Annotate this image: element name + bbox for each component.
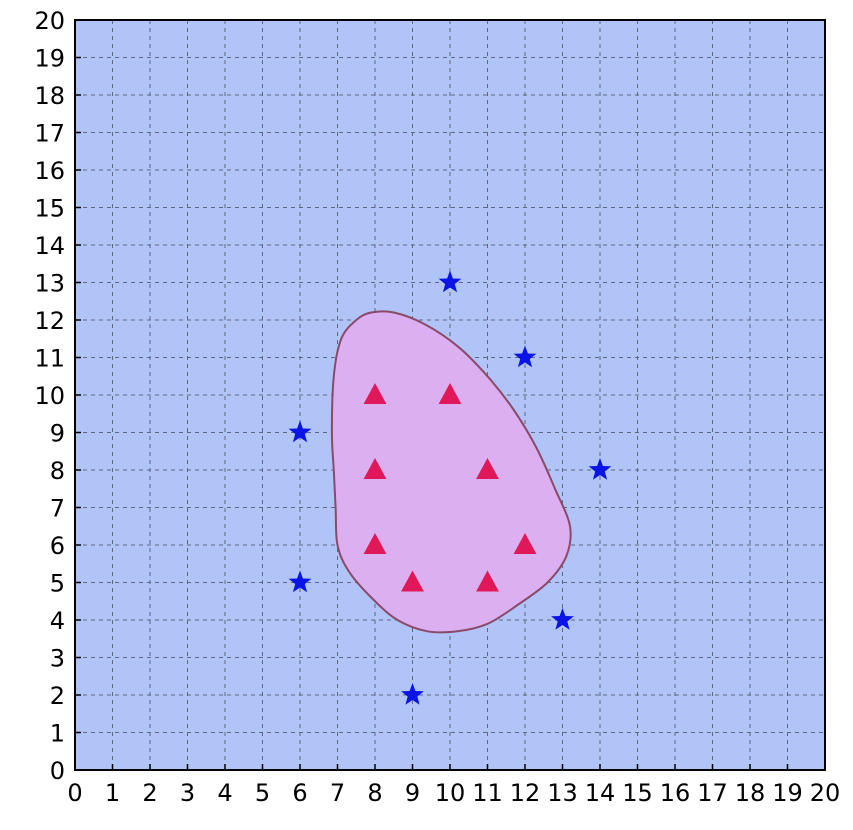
y-tick-label: 17 bbox=[34, 120, 65, 148]
x-tick-label: 2 bbox=[142, 779, 157, 807]
y-tick-label: 18 bbox=[34, 82, 65, 110]
x-tick-label: 13 bbox=[547, 779, 578, 807]
x-tick-label: 7 bbox=[330, 779, 345, 807]
y-tick-label: 5 bbox=[50, 570, 65, 598]
x-tick-label: 3 bbox=[180, 779, 195, 807]
star-point bbox=[288, 420, 312, 443]
y-tick-label: 9 bbox=[50, 420, 65, 448]
y-tick-label: 20 bbox=[34, 7, 65, 35]
x-tick-label: 14 bbox=[585, 779, 616, 807]
y-tick-label: 6 bbox=[50, 532, 65, 560]
x-tick-label: 11 bbox=[472, 779, 503, 807]
x-tick-label: 16 bbox=[660, 779, 691, 807]
y-tick-label: 4 bbox=[50, 607, 65, 635]
y-tick-label: 19 bbox=[34, 45, 65, 73]
x-tick-label: 17 bbox=[697, 779, 728, 807]
triangle-point bbox=[363, 533, 387, 554]
star-point bbox=[401, 683, 424, 705]
triangle-point bbox=[476, 458, 499, 479]
triangle-point bbox=[363, 458, 387, 479]
y-tick-label: 12 bbox=[34, 307, 65, 335]
data-points bbox=[288, 270, 612, 705]
triangle-point bbox=[476, 570, 499, 592]
y-tick-label: 3 bbox=[50, 645, 65, 673]
triangle-point bbox=[363, 383, 387, 404]
x-tick-label: 0 bbox=[67, 779, 82, 807]
y-tick-label: 11 bbox=[34, 345, 65, 373]
x-tick-label: 20 bbox=[810, 779, 841, 807]
x-tick-label: 5 bbox=[255, 779, 270, 807]
y-tick-label: 10 bbox=[34, 382, 65, 410]
x-tick-label: 12 bbox=[510, 779, 541, 807]
x-tick-label: 15 bbox=[622, 779, 653, 807]
y-tick-label: 16 bbox=[34, 157, 65, 185]
star-point bbox=[288, 570, 312, 593]
triangle-point bbox=[513, 533, 537, 554]
triangle-point bbox=[438, 383, 462, 404]
x-tick-label: 9 bbox=[405, 779, 420, 807]
decision-region bbox=[330, 310, 572, 634]
y-tick-label: 1 bbox=[50, 720, 65, 748]
x-tick-label: 10 bbox=[435, 779, 466, 807]
x-tick-label: 4 bbox=[217, 779, 232, 807]
star-point bbox=[551, 608, 574, 630]
y-tick-label: 7 bbox=[50, 495, 65, 523]
y-tick-label: 13 bbox=[34, 270, 65, 298]
y-tick-label: 2 bbox=[50, 682, 65, 710]
star-point bbox=[438, 270, 462, 293]
star-point bbox=[588, 458, 612, 480]
y-tick-label: 0 bbox=[50, 757, 65, 785]
star-point bbox=[513, 345, 537, 368]
y-tick-label: 14 bbox=[34, 232, 65, 260]
x-tick-label: 19 bbox=[772, 779, 803, 807]
triangle-point bbox=[401, 570, 424, 592]
y-tick-label: 15 bbox=[34, 195, 65, 223]
x-axis-ticks: 0 1 2 3 4 5 6 7 8 9 10 11 12 13 14 15 16 17 18 19 20 bbox=[67, 764, 840, 807]
x-tick-label: 18 bbox=[735, 779, 766, 807]
x-tick-label: 6 bbox=[292, 779, 307, 807]
x-tick-label: 1 bbox=[105, 779, 120, 807]
x-tick-label: 8 bbox=[367, 779, 382, 807]
y-tick-label: 8 bbox=[50, 457, 65, 485]
